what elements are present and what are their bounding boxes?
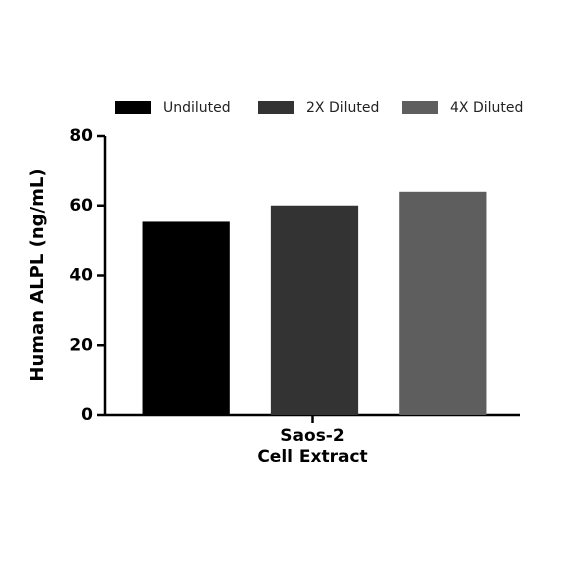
x-tick-label: Saos-2 Cell Extract xyxy=(257,426,368,467)
y-tick-label: 20 xyxy=(69,335,93,355)
legend-swatch xyxy=(115,101,151,114)
bar xyxy=(270,205,359,415)
y-axis-label: Human ALPL (ng/mL) xyxy=(27,168,48,381)
bar xyxy=(142,221,230,415)
legend-swatch xyxy=(258,101,294,114)
legend-label: 4X Diluted xyxy=(450,100,523,116)
legend-swatch xyxy=(402,101,438,114)
y-tick-label: 60 xyxy=(69,196,93,216)
bar xyxy=(399,191,487,415)
legend-label: 2X Diluted xyxy=(306,100,379,116)
y-tick-label: 80 xyxy=(69,126,93,146)
y-tick-label: 40 xyxy=(69,266,93,286)
legend-label: Undiluted xyxy=(163,100,231,116)
y-tick-label: 0 xyxy=(81,405,93,425)
